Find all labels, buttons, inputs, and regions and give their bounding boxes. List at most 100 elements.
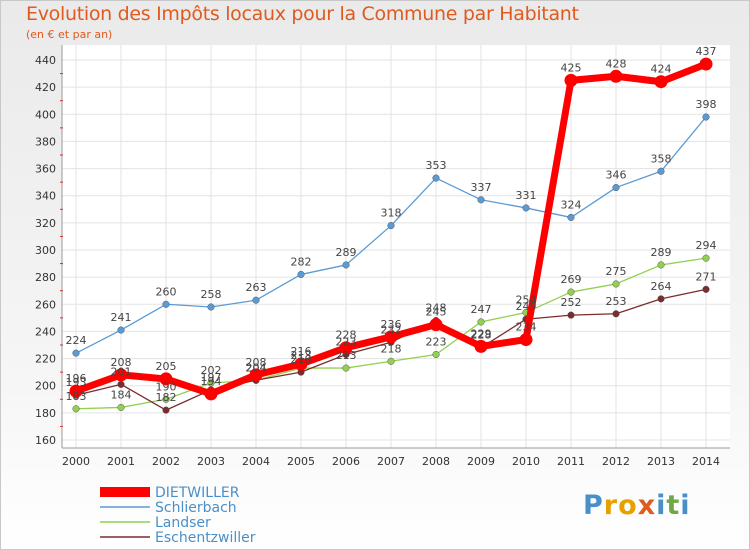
data-label: 228 [471, 329, 492, 342]
data-label: 425 [561, 61, 582, 74]
data-point [387, 357, 395, 365]
data-label: 269 [561, 273, 582, 286]
data-label: 353 [426, 159, 447, 172]
data-label: 208 [246, 356, 267, 369]
x-tick-label: 2002 [152, 455, 180, 468]
logo-letter: x [637, 490, 657, 521]
data-label: 193 [66, 376, 87, 389]
data-label: 258 [201, 288, 222, 301]
data-label: 229 [471, 327, 492, 340]
data-point [654, 75, 668, 89]
data-point [567, 311, 575, 319]
data-point [72, 349, 80, 357]
data-label: 424 [651, 63, 672, 76]
y-tick-label: 240 [35, 325, 56, 338]
data-point [564, 73, 578, 87]
x-tick-label: 2005 [287, 455, 315, 468]
data-label: 208 [111, 356, 132, 369]
logo-letter: o [618, 490, 638, 521]
data-point [117, 380, 125, 388]
data-label: 282 [291, 255, 312, 268]
data-label: 204 [246, 361, 267, 374]
data-label: 398 [696, 98, 717, 111]
data-point [114, 368, 128, 382]
data-point [657, 167, 665, 175]
data-point [294, 357, 308, 371]
legend-label: Schlierbach [155, 500, 237, 516]
data-point [162, 406, 170, 414]
data-label: 245 [426, 306, 447, 319]
data-label: 428 [606, 57, 627, 70]
data-label: 264 [651, 280, 672, 293]
data-label: 254 [516, 293, 537, 306]
data-label: 196 [66, 372, 87, 385]
data-point [159, 372, 173, 386]
y-tick-label: 320 [35, 217, 56, 230]
data-label: 236 [381, 318, 402, 331]
data-point [207, 303, 215, 311]
data-label: 249 [516, 300, 537, 313]
y-tick-label: 220 [35, 353, 56, 366]
data-label: 224 [66, 334, 87, 347]
data-label: 248 [426, 302, 447, 315]
data-point [657, 295, 665, 303]
legend-label: DIETWILLER [155, 485, 240, 501]
data-label: 324 [561, 198, 582, 211]
data-point [477, 196, 485, 204]
y-tick-label: 160 [35, 434, 56, 447]
data-point [567, 288, 575, 296]
logo-letter: i [656, 490, 667, 521]
data-label: 294 [696, 239, 717, 252]
legend-label: Eschentzwiller [155, 530, 256, 546]
legend-label: Landser [155, 515, 211, 531]
data-label: 253 [606, 295, 627, 308]
data-point [612, 310, 620, 318]
data-label: 210 [291, 353, 312, 366]
data-point [612, 280, 620, 288]
data-label: 318 [381, 207, 402, 220]
data-label: 437 [696, 45, 717, 58]
y-tick-label: 440 [35, 54, 56, 67]
data-label: 216 [291, 345, 312, 358]
data-label: 263 [246, 281, 267, 294]
data-point [162, 395, 170, 403]
x-tick-label: 2010 [512, 455, 540, 468]
data-label: 247 [471, 303, 492, 316]
x-tick-label: 2014 [692, 455, 720, 468]
y-tick-label: 200 [35, 380, 56, 393]
data-label: 232 [381, 323, 402, 336]
logo-letter: P [583, 490, 604, 521]
data-label: 228 [336, 329, 357, 342]
data-point [702, 113, 710, 121]
data-label: 183 [66, 390, 87, 403]
data-label: 218 [381, 342, 402, 355]
y-tick-label: 340 [35, 190, 56, 203]
data-point [117, 403, 125, 411]
x-tick-label: 2009 [467, 455, 495, 468]
x-tick-label: 2007 [377, 455, 405, 468]
data-label: 260 [156, 285, 177, 298]
data-label: 204 [246, 361, 267, 374]
data-label: 205 [156, 360, 177, 373]
x-tick-label: 2008 [422, 455, 450, 468]
data-point [702, 285, 710, 293]
y-tick-label: 280 [35, 271, 56, 284]
data-point [609, 69, 623, 83]
data-point [69, 384, 83, 398]
data-label: 289 [336, 246, 357, 259]
x-tick-label: 2003 [197, 455, 225, 468]
chart-title: Evolution des Impôts locaux pour la Comm… [26, 3, 579, 25]
x-tick-label: 2000 [62, 455, 90, 468]
data-point [429, 318, 443, 332]
data-point [657, 261, 665, 269]
data-point [342, 364, 350, 372]
data-point [702, 254, 710, 262]
data-point [204, 387, 218, 401]
data-point [339, 341, 353, 355]
data-point [387, 222, 395, 230]
data-point [342, 261, 350, 269]
data-point [252, 296, 260, 304]
y-tick-label: 180 [35, 407, 56, 420]
data-point [519, 333, 533, 347]
